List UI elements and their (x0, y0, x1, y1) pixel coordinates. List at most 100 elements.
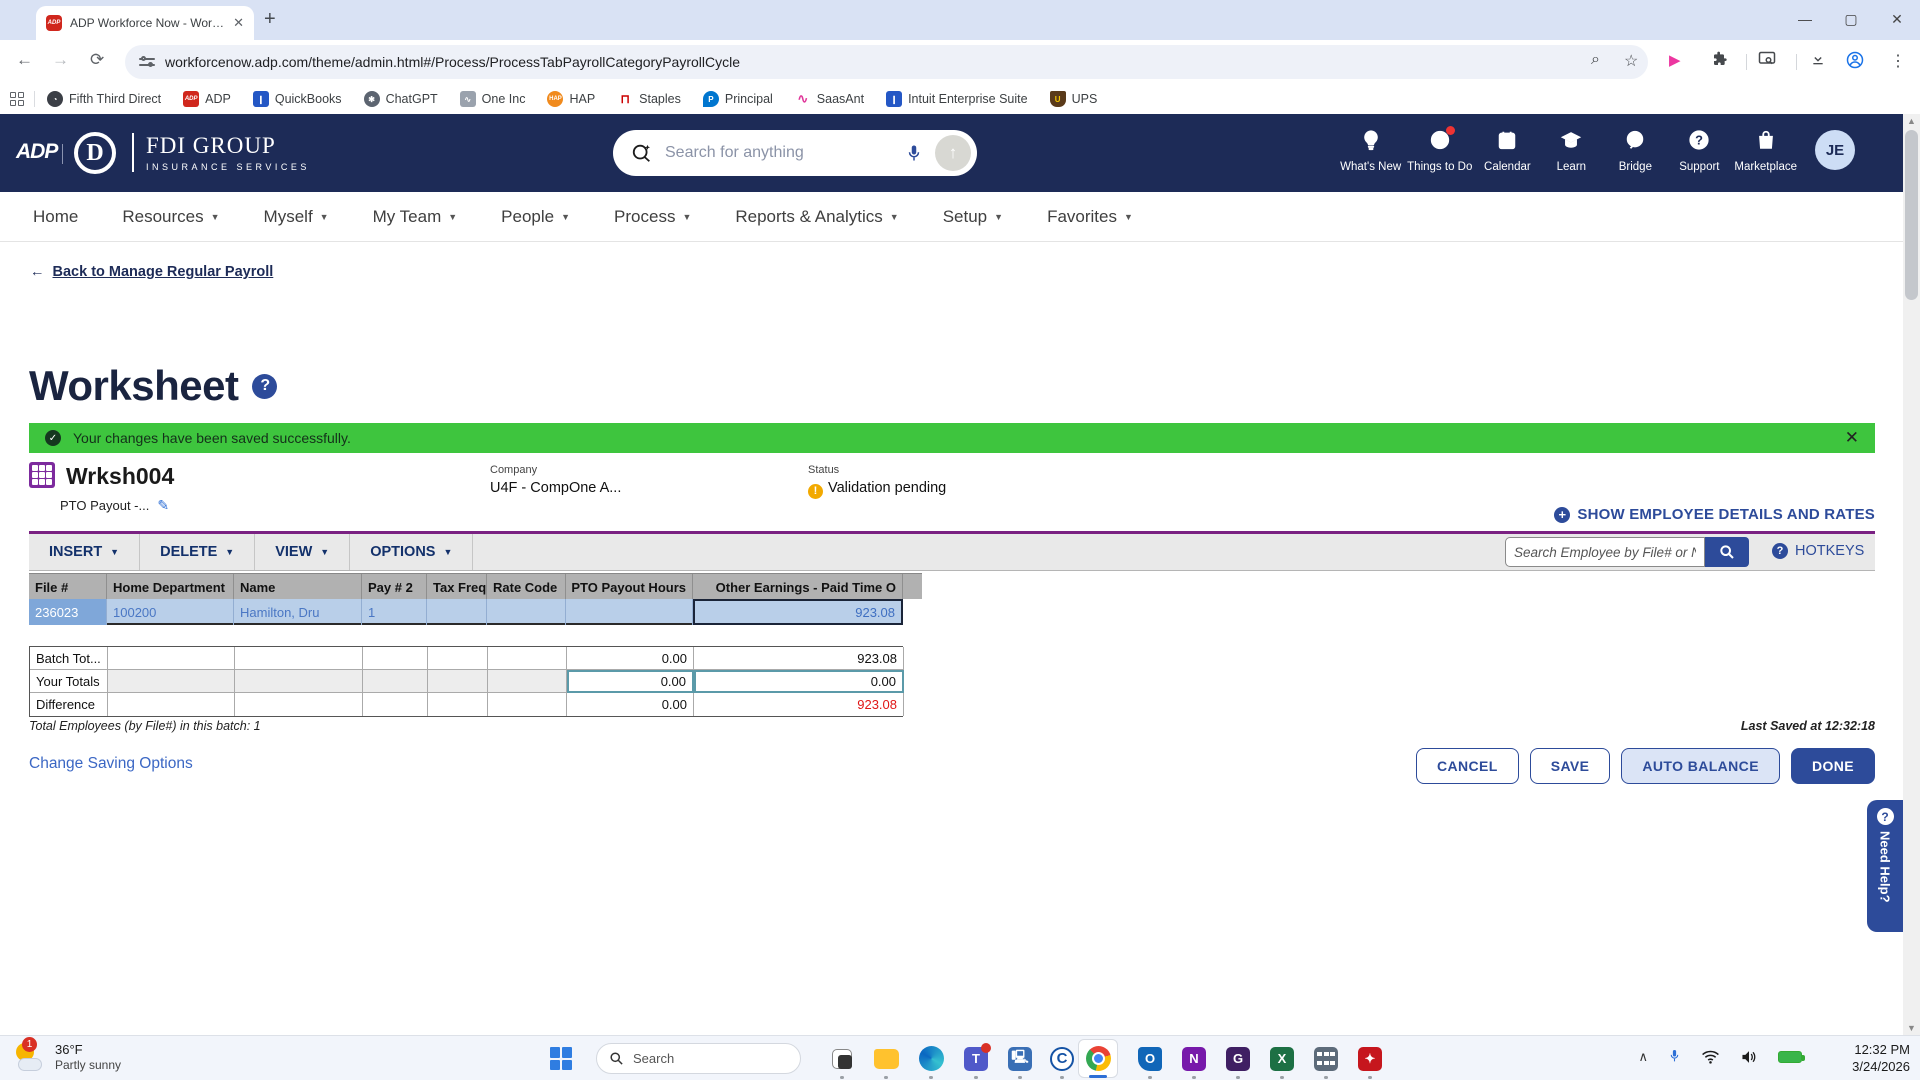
bookmark-chatgpt[interactable]: ✱ ChatGPT (363, 91, 438, 107)
nav-setup[interactable]: Setup ▼ (942, 206, 1004, 226)
support-button[interactable]: ? Support (1670, 126, 1728, 173)
done-button[interactable]: DONE (1790, 748, 1875, 784)
bookmark-adp[interactable]: ADP ADP (183, 91, 231, 107)
tray-chevron-icon[interactable]: ∧ (1638, 1048, 1648, 1064)
scroll-down-icon[interactable]: ▼ (1907, 1023, 1916, 1033)
employee-search-button[interactable] (1705, 537, 1749, 567)
chrome-icon-active[interactable] (1078, 1039, 1118, 1078)
whats-new-button[interactable]: What's New (1340, 126, 1401, 173)
taskbar-search[interactable]: Search (596, 1043, 801, 1074)
col-header-pto-payout-hours[interactable]: PTO Payout Hours (566, 574, 693, 600)
task-view-icon[interactable] (826, 1043, 858, 1079)
save-button[interactable]: SAVE (1529, 748, 1611, 784)
window-close-button[interactable]: ✕ (1891, 10, 1903, 27)
marketplace-button[interactable]: Marketplace (1734, 126, 1797, 173)
wifi-icon[interactable] (1701, 1049, 1720, 1064)
cell-home-department[interactable]: 100200 (107, 599, 234, 625)
battery-icon[interactable] (1778, 1050, 1805, 1063)
global-search-input[interactable] (665, 144, 893, 162)
tab-close-icon[interactable]: ✕ (233, 15, 244, 30)
scroll-up-icon[interactable]: ▲ (1907, 116, 1916, 126)
bookmark-star-icon[interactable]: ☆ (1624, 53, 1639, 70)
acrobat-icon[interactable]: ✦ (1354, 1043, 1386, 1079)
bookmark-staples[interactable]: ⊓ Staples (617, 91, 681, 107)
bookmark-principal[interactable]: P Principal (702, 91, 773, 107)
show-employee-details-link[interactable]: + SHOW EMPLOYEE DETAILS AND RATES (1554, 506, 1875, 523)
browser-tab[interactable]: ADP ADP Workforce Now - Workshe ✕ (36, 6, 254, 40)
bookmark-saasant[interactable]: ∿ SaasAnt (794, 91, 864, 107)
weather-widget[interactable]: 1 36°F Partly sunny (14, 1037, 121, 1073)
excel-icon[interactable]: X (1266, 1043, 1298, 1079)
site-settings-icon[interactable] (139, 55, 155, 69)
view-menu-button[interactable]: VIEW ▼ (255, 534, 351, 570)
bookmark-hap[interactable]: HAP HAP (547, 91, 596, 107)
url-bar[interactable]: workforcenow.adp.com/theme/admin.html#/P… (125, 45, 1648, 79)
delete-menu-button[interactable]: DELETE ▼ (140, 534, 256, 570)
nav-favorites[interactable]: Favorites ▼ (1047, 206, 1133, 226)
global-search-bar[interactable]: ↑ (613, 130, 977, 176)
cell-other-earnings-selected[interactable]: 923.08 (693, 599, 903, 625)
profile-avatar-icon[interactable] (1846, 51, 1864, 74)
extensions-puzzle-icon[interactable] (1712, 51, 1728, 72)
need-help-tab[interactable]: ? Need Help? (1867, 800, 1903, 932)
reload-icon[interactable]: ⟳ (90, 50, 105, 69)
calculator-icon[interactable] (1310, 1043, 1342, 1079)
start-button[interactable] (550, 1047, 573, 1070)
window-maximize-button[interactable]: ▢ (1844, 10, 1858, 27)
c-app-icon[interactable]: C (1046, 1043, 1078, 1079)
things-to-do-button[interactable]: Things to Do (1407, 126, 1472, 173)
auto-balance-button[interactable]: AUTO BALANCE (1621, 748, 1780, 784)
employee-search-input[interactable] (1505, 537, 1705, 567)
col-header-other-earnings[interactable]: Other Earnings - Paid Time O (693, 574, 903, 600)
bookmark-quickbooks[interactable]: ❙ QuickBooks (252, 91, 342, 107)
col-header-file[interactable]: File # (29, 574, 107, 600)
cell-pay2[interactable]: 1 (362, 599, 427, 625)
cell-pto-payout-hours[interactable] (566, 599, 693, 625)
nav-my-team[interactable]: My Team ▼ (372, 206, 458, 226)
forward-icon[interactable]: → (52, 50, 69, 69)
outlook-icon[interactable]: O (1134, 1043, 1166, 1079)
help-icon[interactable]: ? (252, 373, 278, 399)
scrollbar-thumb[interactable] (1905, 130, 1918, 300)
col-header-rate-code[interactable]: Rate Code (487, 574, 566, 600)
hotkeys-link[interactable]: ? HOTKEYS (1772, 543, 1864, 559)
microphone-icon[interactable] (905, 143, 923, 163)
downloads-icon[interactable] (1810, 51, 1826, 72)
nav-reports-analytics[interactable]: Reports & Analytics ▼ (735, 206, 899, 226)
banner-close-icon[interactable]: ✕ (1844, 428, 1859, 447)
bookmark-fifth-third[interactable]: ◔ Fifth Third Direct (47, 91, 161, 107)
user-avatar[interactable]: JE (1815, 130, 1855, 170)
change-saving-options-link[interactable]: Change Saving Options (29, 755, 193, 772)
nav-home[interactable]: Home (33, 206, 79, 226)
teams-icon[interactable]: T (960, 1042, 992, 1079)
tray-microphone-icon[interactable] (1668, 1048, 1681, 1065)
back-icon[interactable]: ← (16, 50, 33, 69)
file-explorer-icon[interactable] (870, 1043, 902, 1079)
learn-button[interactable]: Learn (1542, 126, 1600, 173)
bridge-button[interactable]: B Bridge (1606, 126, 1664, 173)
bookmark-intuit[interactable]: ❙ Intuit Enterprise Suite (886, 91, 1028, 107)
taskbar-clock[interactable]: 12:32 PM 3/24/2026 (1852, 1041, 1910, 1075)
remote-desktop-icon[interactable]: 🖳 (1004, 1043, 1036, 1079)
g-app-icon[interactable]: G (1222, 1043, 1254, 1079)
pink-extension-icon[interactable]: ▶ (1669, 52, 1681, 69)
options-menu-button[interactable]: OPTIONS ▼ (350, 534, 474, 570)
zoom-icon[interactable]: ⌕ (1591, 51, 1600, 68)
calendar-button[interactable]: Calendar (1478, 126, 1536, 173)
cell-name[interactable]: Hamilton, Dru (234, 599, 362, 625)
your-pto-total-input[interactable]: 0.00 (567, 670, 694, 693)
nav-process[interactable]: Process ▼ (614, 206, 692, 226)
bookmark-ups[interactable]: U UPS (1049, 91, 1097, 107)
your-other-total-input[interactable]: 0.00 (694, 670, 904, 693)
col-header-name[interactable]: Name (234, 574, 362, 600)
edge-icon[interactable] (915, 1043, 947, 1079)
nav-resources[interactable]: Resources ▼ (122, 206, 220, 226)
new-tab-button[interactable]: + (264, 8, 276, 30)
insert-menu-button[interactable]: INSERT ▼ (29, 534, 141, 570)
apps-grid-icon[interactable] (10, 92, 24, 106)
edit-pencil-icon[interactable]: ✎ (157, 497, 170, 513)
cell-tax-freq[interactable] (427, 599, 487, 625)
col-header-home-department[interactable]: Home Department (107, 574, 234, 600)
cancel-button[interactable]: CANCEL (1415, 748, 1519, 784)
reading-mode-icon[interactable] (1758, 51, 1776, 71)
